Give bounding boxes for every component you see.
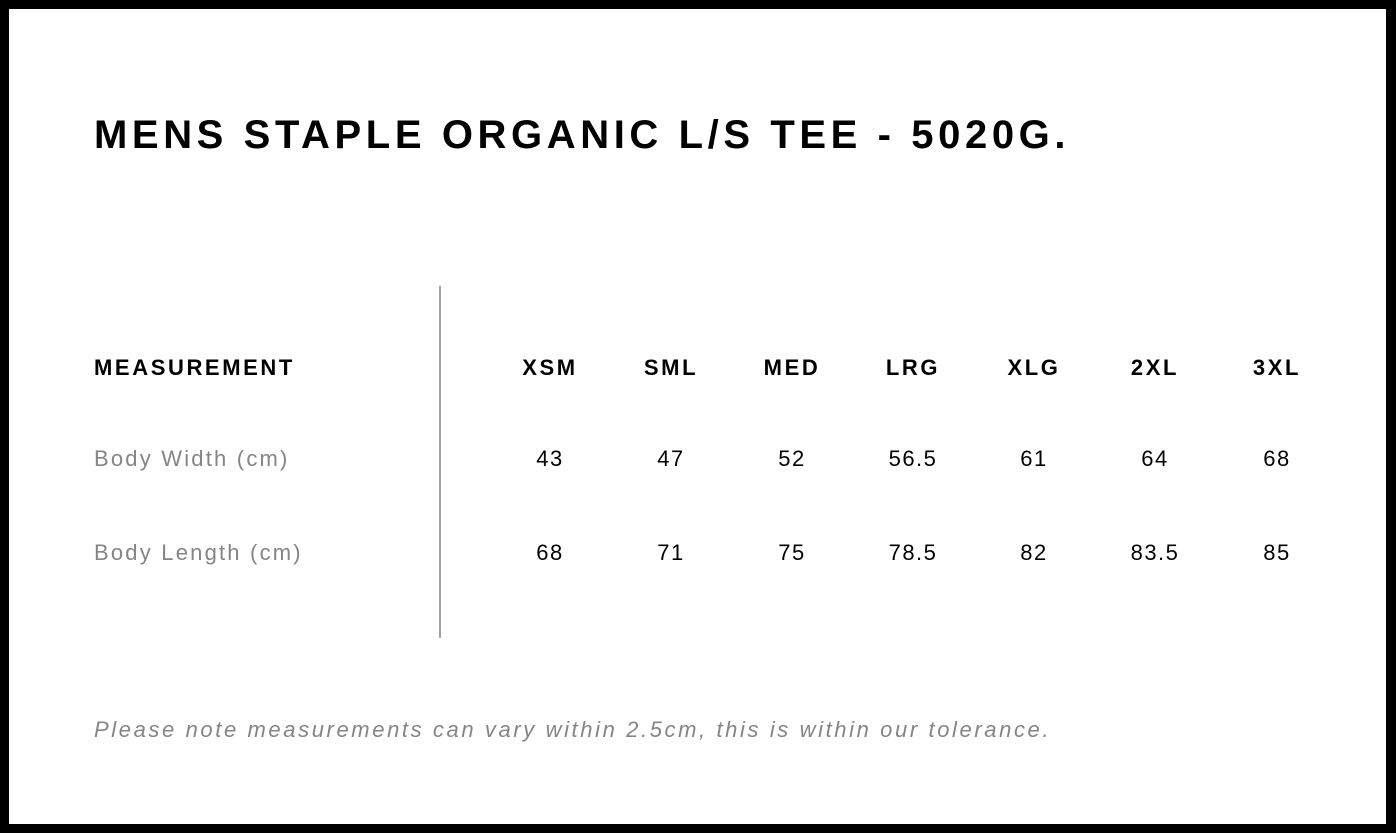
table-cell: 78.5	[888, 540, 938, 565]
table-cell: 85	[1263, 540, 1291, 565]
table-cell: 68	[1263, 446, 1291, 471]
table-cell: 47	[657, 446, 685, 471]
size-header-2xl: 2XL	[1130, 355, 1180, 380]
size-header-xsm: XSM	[522, 355, 578, 380]
page-title: MENS STAPLE ORGANIC L/S TEE - 5020G.	[94, 113, 1071, 157]
column-divider	[439, 286, 441, 638]
table-cell: 61	[1020, 446, 1048, 471]
size-chart-card: MENS STAPLE ORGANIC L/S TEE - 5020G. MEA…	[9, 9, 1386, 824]
size-header-lrg: LRG	[885, 355, 941, 380]
table-cell: 68	[536, 540, 564, 565]
table-cell: 52	[778, 446, 806, 471]
size-header-sml: SML	[643, 355, 699, 380]
table-cell: 75	[778, 540, 806, 565]
table-cell: 83.5	[1130, 540, 1180, 565]
table-cell: 56.5	[888, 446, 938, 471]
row-label: Body Width (cm)	[94, 446, 290, 471]
tolerance-note: Please note measurements can vary within…	[94, 717, 1052, 742]
size-header-xlg: XLG	[1007, 355, 1061, 380]
row-label: Body Length (cm)	[94, 540, 303, 565]
size-header-3xl: 3XL	[1252, 355, 1302, 380]
table-cell: 71	[657, 540, 685, 565]
table-cell: 82	[1020, 540, 1048, 565]
measurement-header: MEASUREMENT	[94, 355, 295, 380]
table-cell: 64	[1141, 446, 1169, 471]
table-cell: 43	[536, 446, 564, 471]
size-header-med: MED	[763, 355, 821, 380]
